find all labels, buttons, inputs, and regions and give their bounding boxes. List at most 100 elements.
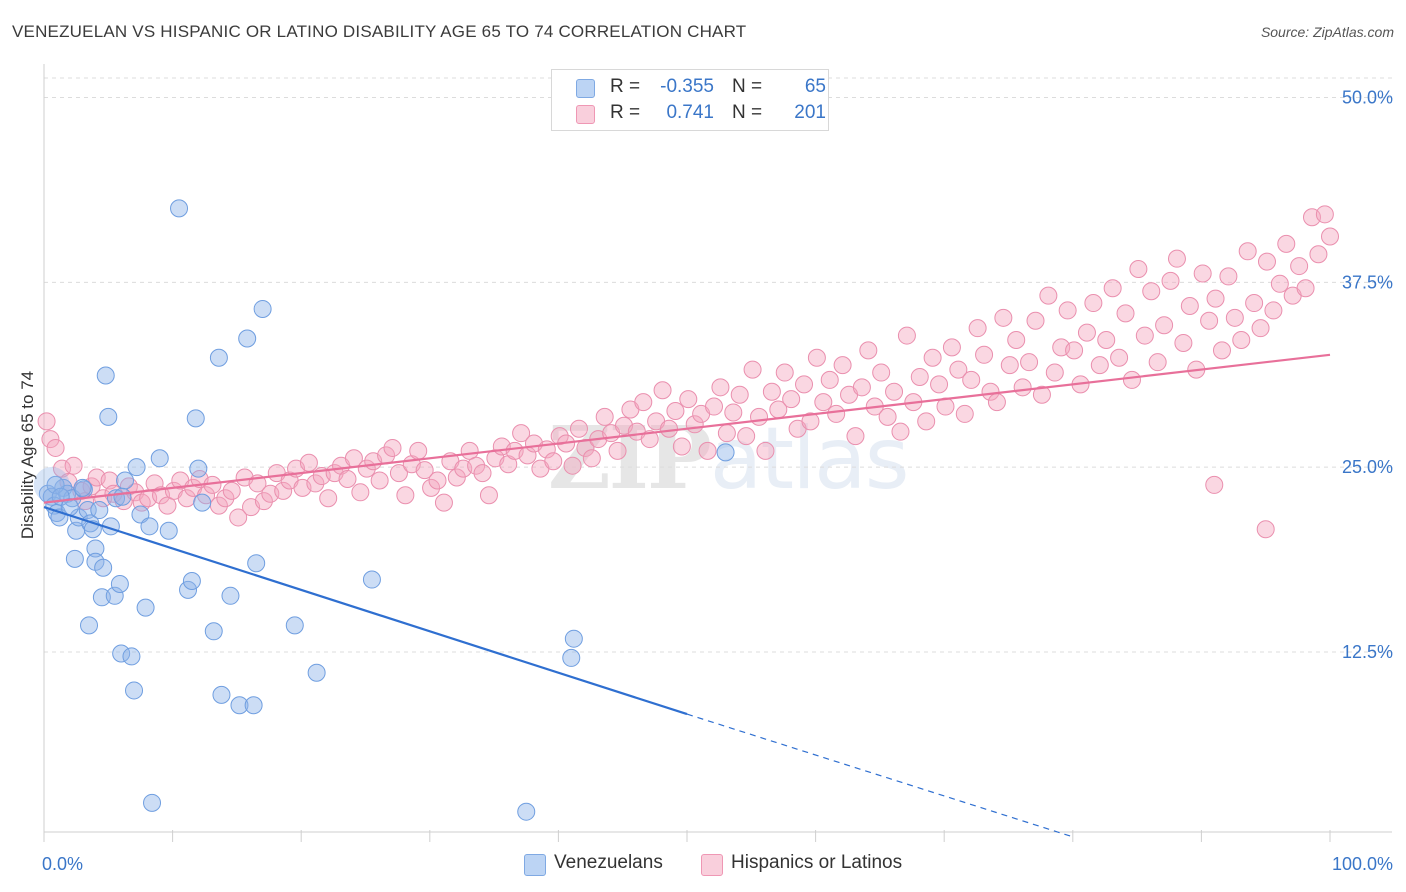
hispanics-point: [1174, 333, 1193, 352]
venezuelans-point: [170, 199, 189, 218]
hispanics-point: [852, 378, 871, 397]
hispanics-point: [1193, 264, 1212, 283]
hispanics-point: [743, 360, 762, 379]
hispanics-point: [1045, 363, 1064, 382]
hispanics-point: [1097, 331, 1116, 350]
hispanics-point: [1032, 385, 1051, 404]
venezuelans-point: [116, 471, 135, 490]
hispanics-point: [750, 407, 769, 426]
hispanics-point: [653, 381, 672, 400]
hispanics-point: [640, 430, 659, 449]
venezuelans-point: [179, 580, 198, 599]
hispanics-point: [409, 441, 428, 460]
hispanics-point: [672, 437, 691, 456]
n-label: N =: [732, 102, 763, 123]
venezuelans-point: [230, 696, 249, 715]
venezuelans-point: [136, 598, 155, 617]
venezuelans-point: [143, 793, 162, 812]
venezuelans-point: [186, 409, 205, 428]
venezuelans-point: [90, 501, 109, 520]
hispanics-point: [782, 390, 801, 409]
hispanics-point: [1256, 520, 1275, 539]
venezuelans-point: [122, 647, 141, 666]
hispanics-point: [975, 345, 994, 364]
venezuelans-point: [159, 521, 178, 540]
r-label: R =: [610, 76, 641, 97]
hispanics-point: [968, 319, 987, 338]
hispanics-point: [1084, 294, 1103, 313]
x-tick-label: 100.0%: [1332, 854, 1393, 874]
venezuelans-swatch: [576, 79, 595, 98]
venezuelans-point: [244, 696, 263, 715]
hispanics-point: [569, 419, 588, 438]
hispanics-point: [1058, 301, 1077, 320]
hispanics-point: [582, 449, 601, 468]
venezuelans-point: [221, 586, 240, 605]
hispanics-point: [319, 489, 338, 508]
hispanics-point: [820, 370, 839, 389]
hispanics-point: [229, 508, 248, 527]
hispanics-point: [1315, 205, 1334, 224]
hispanics-point: [891, 422, 910, 441]
venezuelans-point: [127, 458, 146, 477]
hispanics-point: [1020, 353, 1039, 372]
hispanics-point: [1264, 301, 1283, 320]
hispanics-point: [1039, 286, 1058, 305]
hispanics-point: [1007, 331, 1026, 350]
venezuelans-point: [112, 644, 131, 663]
hispanics-point: [910, 367, 929, 386]
hispanics-point: [383, 438, 402, 457]
x-tick-label: 0.0%: [42, 854, 83, 874]
hispanics-point: [447, 468, 466, 487]
hispanics-point: [1065, 341, 1084, 360]
legend-label-hispanics: Hispanics or Latinos: [731, 852, 903, 873]
hispanics-point: [846, 427, 865, 446]
hispanics-point: [608, 441, 627, 460]
hispanics-point: [41, 430, 60, 449]
hispanics-point: [955, 404, 974, 423]
r-label: R =: [610, 102, 641, 123]
hispanics-point: [595, 407, 614, 426]
hispanics-point: [1148, 353, 1167, 372]
venezuelans-point: [113, 487, 132, 506]
hispanics-point: [299, 453, 318, 472]
hispanics-point: [338, 469, 357, 488]
hispanics-point: [1232, 331, 1251, 350]
hispanics-point: [94, 489, 113, 508]
hispanics-point: [1026, 311, 1045, 330]
y-tick-label: 50.0%: [1342, 88, 1393, 108]
hispanics-point: [1155, 316, 1174, 335]
hispanics-point: [467, 456, 486, 475]
venezuelans-point: [99, 407, 118, 426]
hispanics-point: [351, 483, 370, 502]
hispanics-point: [814, 393, 833, 412]
venezuelans-point: [125, 681, 144, 700]
hispanics-point: [473, 464, 492, 483]
chart-source: Source: ZipAtlas.com: [1260, 24, 1394, 40]
venezuelans-point: [80, 616, 99, 635]
hispanics-point: [550, 427, 569, 446]
hispanics-point: [872, 363, 891, 382]
hispanics-point: [994, 308, 1013, 327]
venezuelans-point: [94, 558, 113, 577]
hispanics-point: [930, 375, 949, 394]
hispanics-point: [1116, 304, 1135, 323]
r-value: 0.741: [666, 102, 714, 123]
hispanics-point: [1129, 260, 1148, 279]
venezuelans-point: [110, 574, 129, 593]
hispanics-point: [724, 403, 743, 422]
venezuelans-point: [140, 517, 159, 536]
hispanics-point: [1122, 370, 1141, 389]
hispanics-point: [306, 474, 325, 493]
venezuelans-point: [33, 466, 70, 503]
venezuelans-point: [253, 299, 272, 318]
hispanics-point: [949, 360, 968, 379]
hispanics-point: [775, 363, 794, 382]
hispanics-point: [1077, 323, 1096, 342]
hispanics-point: [396, 486, 415, 505]
hispanics-point: [1135, 326, 1154, 345]
hispanics-point: [415, 461, 434, 480]
hispanics-point: [1000, 356, 1019, 375]
